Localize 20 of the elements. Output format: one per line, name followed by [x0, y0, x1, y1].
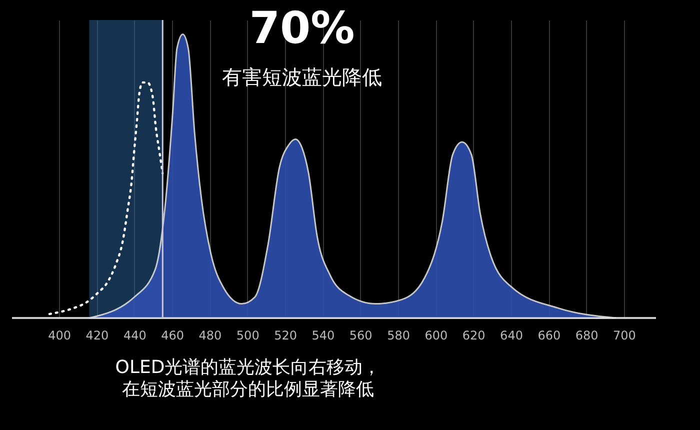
- x-tick-label: 600: [424, 328, 448, 342]
- annotation: 70%: [249, 3, 355, 54]
- x-tick-label: 660: [538, 328, 561, 342]
- text: 在短波蓝光部分的比例显著降低: [122, 379, 374, 400]
- x-tick-label: 620: [462, 328, 486, 342]
- annotation: 有害短波蓝光降低: [222, 65, 382, 89]
- text: OLED光谱的蓝光波长向右移动，: [115, 357, 381, 378]
- x-tick-label: 520: [274, 328, 297, 342]
- x-tick-label: 640: [500, 328, 523, 342]
- x-tick-label: 460: [161, 328, 184, 342]
- x-tick-label: 580: [387, 328, 410, 342]
- x-tick-label: 400: [48, 328, 72, 342]
- x-tick-label: 560: [349, 328, 372, 342]
- x-tick-label: 700: [613, 328, 636, 342]
- x-tick-label: 440: [123, 328, 146, 342]
- x-tick-label: 480: [198, 328, 222, 342]
- x-tick-label: 500: [236, 328, 260, 342]
- x-tick-label: 420: [86, 328, 109, 342]
- x-tick-label: 680: [575, 328, 598, 342]
- x-tick-label: 540: [312, 328, 335, 342]
